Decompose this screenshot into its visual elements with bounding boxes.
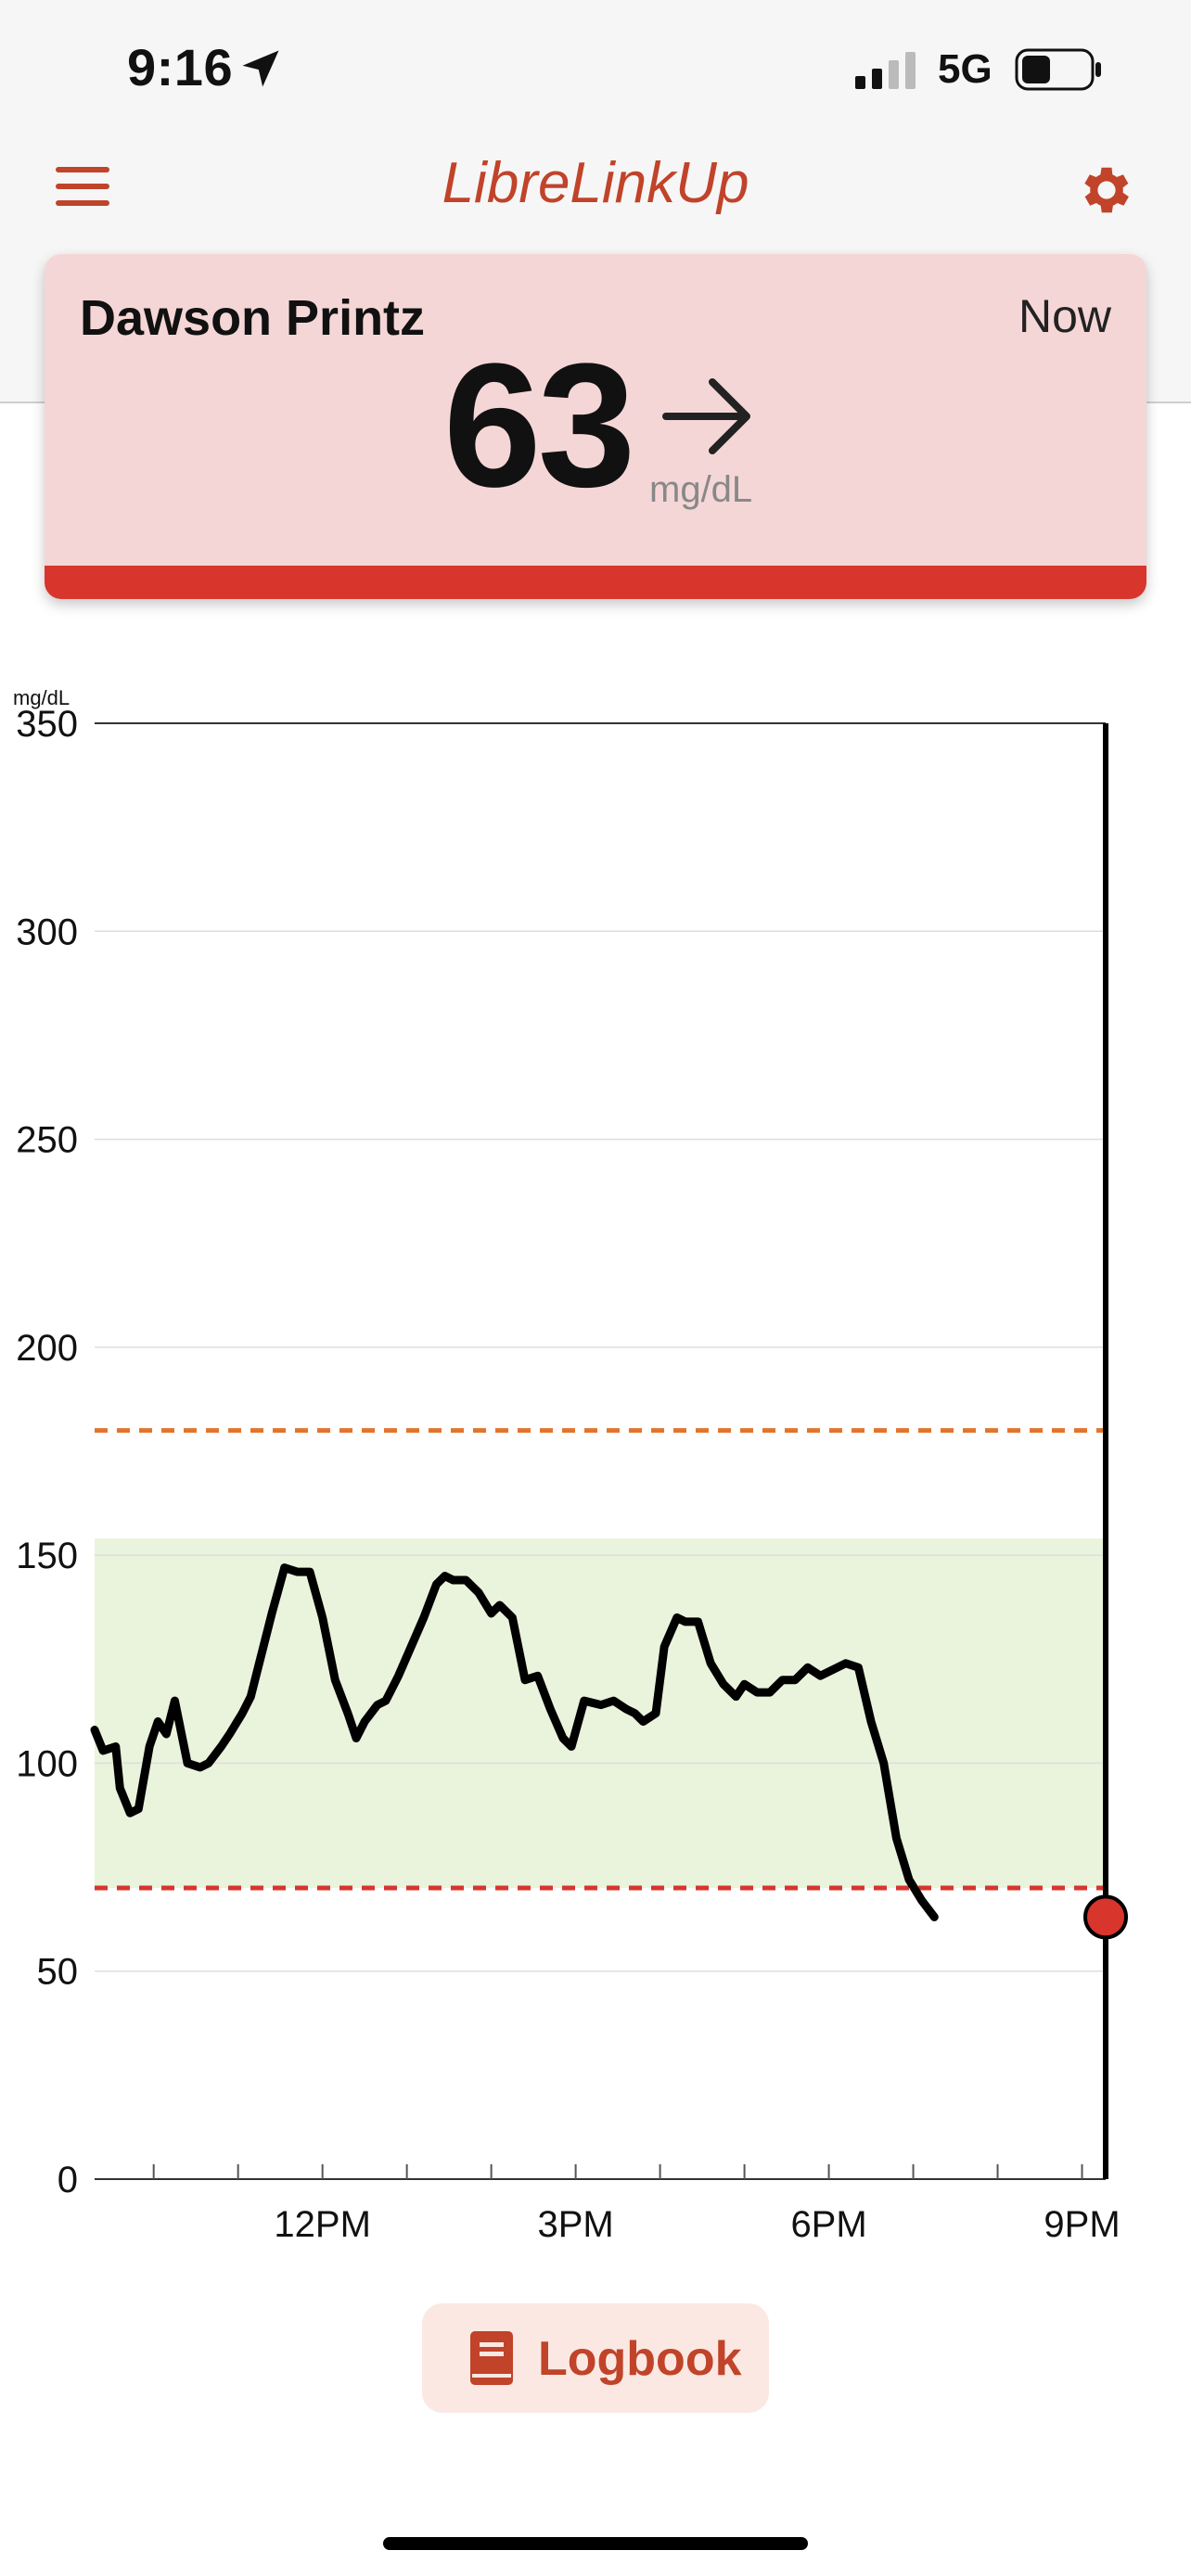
reading-time: Now [1018, 290, 1111, 342]
y-tick-label: 0 [58, 2160, 78, 2200]
y-tick-label: 100 [16, 1743, 78, 1784]
trend-arrow-right-icon [662, 378, 750, 454]
logbook-button[interactable]: Logbook [422, 2303, 769, 2413]
app-title: LibreLinkUp [442, 151, 749, 215]
x-tick-label: 3PM [537, 2204, 613, 2245]
logbook-label: Logbook [538, 2332, 742, 2386]
glucose-unit: mg/dL [649, 469, 753, 510]
y-tick-label: 250 [16, 1120, 78, 1161]
current-reading-marker [1083, 1894, 1128, 1940]
low-status-bar [45, 566, 1146, 599]
glucose-reading-card[interactable]: Dawson Printz Now 63 mg/dL [45, 254, 1146, 599]
menu-icon[interactable] [56, 167, 109, 210]
y-axis-unit: mg/dL [13, 686, 70, 709]
patient-name: Dawson Printz [80, 290, 426, 346]
x-tick-label: 12PM [274, 2204, 371, 2245]
glucose-value: 63 [443, 327, 635, 524]
gear-icon[interactable] [1076, 159, 1137, 221]
book-icon [470, 2331, 513, 2385]
cellular-signal-icon [855, 52, 916, 89]
network-type: 5G [938, 46, 992, 92]
y-tick-label: 350 [16, 704, 78, 745]
y-tick-label: 200 [16, 1328, 78, 1369]
status-time: 9:16 [127, 38, 234, 96]
y-tick-label: 150 [16, 1536, 78, 1576]
y-tick-label: 300 [16, 912, 78, 952]
glucose-line [90, 1563, 939, 1921]
y-tick-label: 50 [37, 1952, 79, 1993]
x-tick-label: 6PM [790, 2204, 866, 2245]
location-arrow-icon [242, 50, 279, 87]
target-range-band [95, 1538, 1106, 1888]
home-indicator [383, 2537, 808, 2550]
x-tick-label: 9PM [1044, 2204, 1120, 2245]
battery-icon [1015, 48, 1101, 91]
